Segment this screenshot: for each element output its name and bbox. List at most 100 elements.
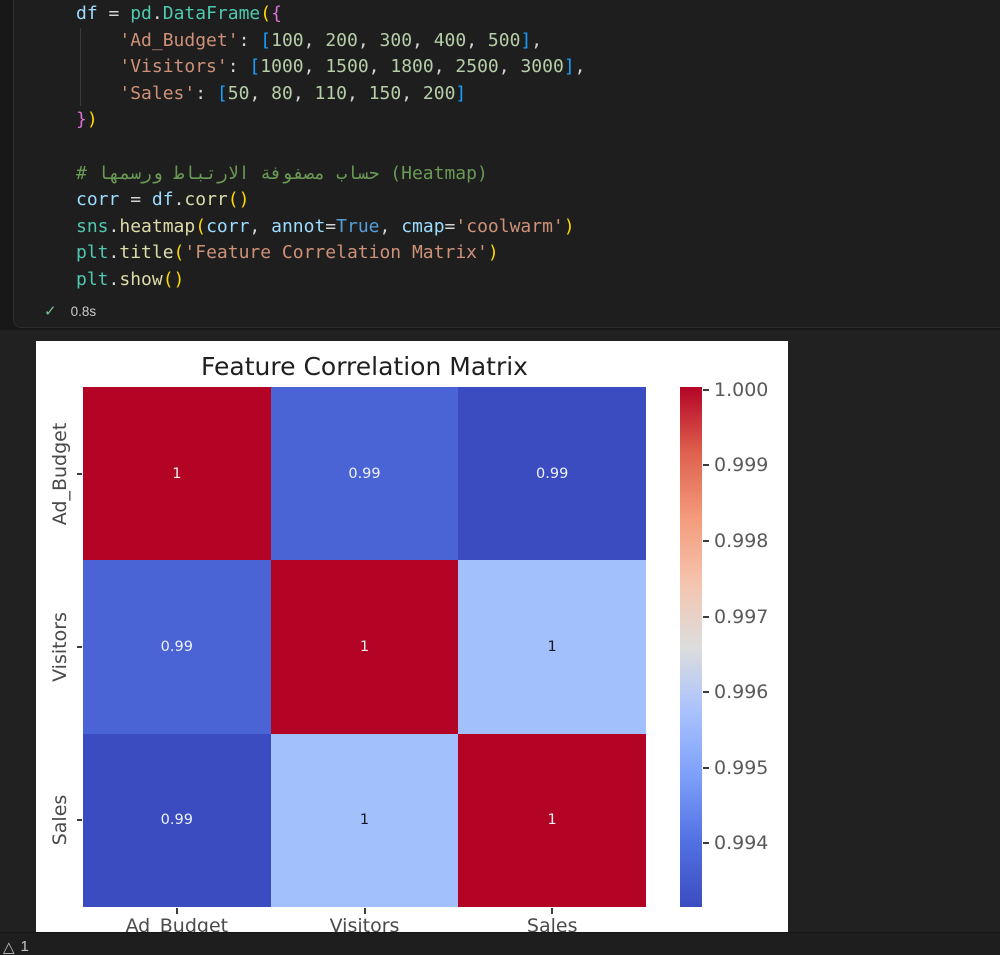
colorbar-tick xyxy=(703,464,709,467)
code-token: 1000 xyxy=(260,56,304,78)
code-token: , xyxy=(401,82,423,104)
code-token: # حساب مصفوفة الارتباط ورسمها (Heatmap) xyxy=(76,162,488,184)
code-token: ( xyxy=(195,215,207,237)
colorbar-tick xyxy=(703,539,709,542)
code-token: 150 xyxy=(368,82,402,104)
code-token: , xyxy=(249,215,272,237)
colorbar-tick xyxy=(703,766,709,769)
code-token: 'coolwarm' xyxy=(455,215,564,237)
code-token: 1500 xyxy=(325,56,369,78)
code-line: }) xyxy=(76,107,586,134)
cell-annotation: 1 xyxy=(547,638,557,655)
y-axis-tick xyxy=(77,646,82,648)
code-token: title xyxy=(119,242,174,264)
code-line: plt.title('Feature Correlation Matrix') xyxy=(76,240,586,267)
code-token xyxy=(76,30,119,51)
code-token: ) xyxy=(563,215,575,237)
code-token: . xyxy=(151,3,163,24)
code-editor[interactable]: df = pd.DataFrame({ 'Ad_Budget': [100, 2… xyxy=(76,1,586,294)
code-token: 2500 xyxy=(455,56,499,78)
colorbar-tick xyxy=(703,842,709,845)
y-axis-tick xyxy=(77,472,82,475)
colorbar-tick-label: 0.994 xyxy=(714,832,769,855)
code-token: , xyxy=(379,215,402,237)
code-token: = xyxy=(119,189,152,211)
heatmap-grid: 1 0.99 0.99 0.99 1 1 0.99 1 1 xyxy=(83,387,646,907)
cell-annotation: 1 xyxy=(359,638,370,655)
cell-output-region: Feature Correlation Matrix 1 0.99 0.99 0.99… xyxy=(0,330,1000,932)
code-token: 3000 xyxy=(520,56,564,78)
x-axis-label: Ad_Budget xyxy=(125,915,229,932)
code-token: : xyxy=(195,82,217,104)
code-token: . xyxy=(173,189,185,211)
code-token: DataFrame xyxy=(162,3,261,24)
code-token: = xyxy=(97,3,131,24)
code-token: pd xyxy=(130,3,152,24)
code-token: , xyxy=(292,82,315,104)
indent-guide xyxy=(80,28,81,106)
colorbar-tick-label: 0.996 xyxy=(714,681,769,704)
code-token: , xyxy=(357,29,380,51)
notebook-code-cell[interactable]: df = pd.DataFrame({ 'Ad_Budget': [100, 2… xyxy=(13,0,1000,328)
cell-annotation: 1 xyxy=(172,465,182,482)
code-token: df xyxy=(76,3,98,24)
heatmap-cell: 1 xyxy=(270,733,459,907)
code-line: plt.show() xyxy=(76,267,586,294)
cell-annotation: 0.99 xyxy=(348,465,381,482)
heatmap-cell: 1 xyxy=(270,560,459,734)
code-token: 200 xyxy=(422,82,456,104)
code-token: , xyxy=(433,56,456,78)
code-token: corr xyxy=(76,189,120,211)
code-line xyxy=(76,134,586,161)
code-line: corr = df.corr() xyxy=(76,187,586,214)
code-token: ) xyxy=(487,242,499,264)
y-axis-label: Sales xyxy=(49,795,71,846)
x-axis-label: Sales xyxy=(526,915,578,932)
code-token: 400 xyxy=(433,29,467,51)
cell-execution-status: ✓ 0.8s xyxy=(44,302,96,320)
colorbar-tick-label: 1.000 xyxy=(714,378,769,401)
x-axis-tick xyxy=(175,908,178,914)
code-token: 'Visitors' xyxy=(119,56,228,78)
code-token: () xyxy=(162,268,185,290)
code-token: = xyxy=(325,215,337,237)
code-token: ( xyxy=(260,3,272,24)
code-token: 100 xyxy=(271,29,304,51)
code-token: True xyxy=(336,215,380,237)
heatmap-cell: 0.99 xyxy=(83,733,271,907)
colorbar xyxy=(680,387,702,907)
code-token: ] xyxy=(455,82,467,104)
code-token: corr xyxy=(184,189,228,211)
code-token: . xyxy=(108,268,120,290)
heatmap-cell: 1 xyxy=(458,733,646,907)
code-token: , xyxy=(531,29,543,51)
code-token: cmap xyxy=(401,215,445,237)
success-check-icon: ✓ xyxy=(44,303,57,320)
colorbar-tick-label: 0.998 xyxy=(714,529,769,552)
y-axis-label: Ad_Budget xyxy=(49,422,71,525)
code-token: , xyxy=(574,56,586,78)
heatmap-cell: 1 xyxy=(458,560,646,734)
code-line: 'Visitors': [1000, 1500, 1800, 2500, 300… xyxy=(76,54,586,81)
warning-count: 1 xyxy=(20,938,29,955)
code-token: , xyxy=(303,29,326,51)
warning-indicator: △ 1 xyxy=(3,938,29,955)
code-token: [ xyxy=(216,82,228,104)
cell-annotation: 0.99 xyxy=(160,638,193,655)
code-token: 'Feature Correlation Matrix' xyxy=(184,242,488,264)
execution-duration: 0.8s xyxy=(70,303,97,319)
code-token: ( xyxy=(173,242,185,264)
x-axis-tick xyxy=(363,908,366,914)
x-axis-label: Visitors xyxy=(329,915,400,932)
code-token: ] xyxy=(563,56,575,78)
code-token: 110 xyxy=(314,82,348,104)
code-token: sns xyxy=(76,215,109,237)
code-token: corr xyxy=(206,215,250,237)
code-token: , xyxy=(498,56,521,78)
code-token: : xyxy=(238,29,261,51)
x-axis-tick xyxy=(551,908,554,914)
colorbar-tick-label: 0.995 xyxy=(714,756,769,779)
heatmap-cell: 0.99 xyxy=(83,560,271,734)
code-line: df = pd.DataFrame({ xyxy=(76,1,586,28)
code-token: . xyxy=(108,242,120,264)
